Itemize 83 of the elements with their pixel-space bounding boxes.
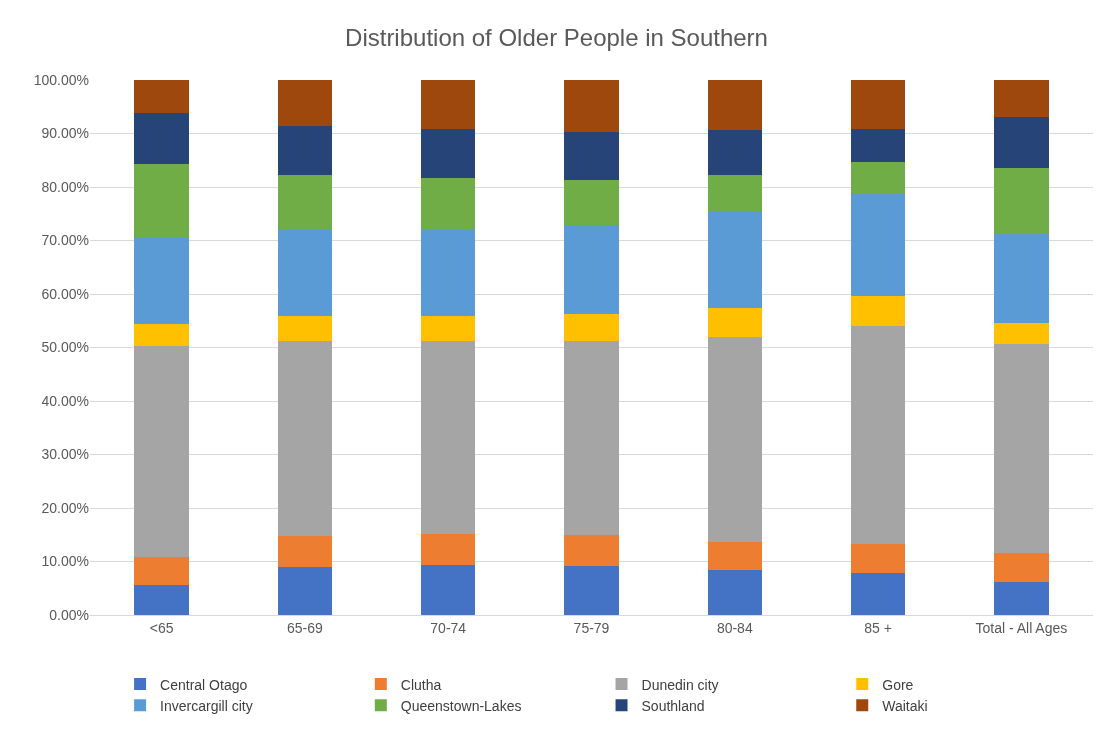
bar: [420, 316, 476, 341]
bar: [564, 132, 619, 181]
y-tick-label: 40.00%: [41, 392, 89, 409]
bar: [994, 344, 1049, 554]
bar: [134, 164, 189, 237]
y-tick-label: 50.00%: [41, 339, 89, 356]
bar: [707, 210, 763, 308]
x-tick-label: 75-79: [573, 619, 610, 636]
y-tick-label: 80.00%: [41, 178, 89, 195]
bar: [277, 174, 333, 230]
bar: [564, 80, 619, 133]
bar: [277, 316, 333, 341]
bar: [707, 80, 763, 131]
bar: [277, 126, 333, 175]
bar: [420, 128, 476, 178]
bar: [564, 224, 619, 315]
bar: [707, 307, 763, 337]
bar: [850, 544, 906, 573]
x-tick-label: 80-84: [716, 619, 753, 636]
bar: [420, 229, 476, 317]
bar: [134, 80, 189, 114]
legend-label: Invercargill city: [160, 697, 253, 714]
chart-title: Distribution of Older People in Southern: [345, 24, 768, 52]
x-tick-label: <65: [149, 619, 174, 636]
bar: [994, 233, 1049, 323]
legend-label: Clutha: [400, 676, 442, 693]
y-tick-label: 0.00%: [49, 606, 89, 623]
bar: [850, 80, 906, 129]
bar: [277, 340, 333, 537]
bar: [134, 323, 189, 347]
bar: [994, 116, 1049, 168]
y-tick-label: 60.00%: [41, 285, 89, 302]
bar: [707, 174, 763, 211]
bar: [277, 566, 333, 615]
bar: [994, 553, 1049, 583]
y-tick-label: 30.00%: [41, 446, 89, 463]
bar: [564, 565, 619, 615]
bar: [850, 161, 906, 194]
bar: [850, 193, 906, 296]
bar: [277, 536, 333, 567]
bar: [420, 565, 476, 615]
x-tick-label: 65-69: [287, 619, 324, 636]
bar: [994, 322, 1049, 345]
bar: [850, 572, 906, 615]
y-tick-label: 70.00%: [41, 232, 89, 249]
bar: [564, 180, 619, 225]
bar: [277, 80, 333, 127]
bar: [134, 113, 189, 164]
y-tick-label: 90.00%: [41, 125, 89, 142]
bar: [707, 541, 763, 571]
y-tick-label: 100.00%: [33, 71, 89, 88]
bar: [420, 80, 476, 129]
x-tick-label: 70-74: [430, 619, 467, 636]
bar: [707, 130, 763, 175]
bar: [994, 80, 1049, 117]
y-tick-label: 10.00%: [41, 553, 89, 570]
bar: [564, 340, 619, 536]
bar: [564, 314, 619, 341]
y-tick-label: 20.00%: [41, 499, 89, 516]
bar: [134, 236, 189, 324]
bar: [994, 167, 1049, 234]
bar: [134, 584, 189, 615]
legend-label: Gore: [882, 676, 914, 693]
legend-label: Dunedin city: [641, 676, 719, 693]
legend-label: Central Otago: [160, 676, 248, 693]
bar: [134, 346, 189, 558]
bar: [420, 340, 476, 535]
bar: [134, 557, 189, 585]
legend-label: Queenstown-Lakes: [400, 697, 522, 714]
legend-label: Southland: [641, 697, 705, 714]
bar: [420, 177, 476, 230]
x-tick-label: Total - All Ages: [975, 619, 1068, 636]
x-tick-label: 85 +: [864, 619, 892, 636]
bar: [850, 295, 906, 326]
bar: [850, 128, 906, 162]
bar: [707, 336, 763, 542]
bar: [277, 229, 333, 317]
bar: [420, 534, 476, 566]
legend-label: Waitaki: [882, 697, 928, 714]
bar: [994, 582, 1049, 615]
bar: [850, 325, 906, 545]
bar: [564, 535, 619, 566]
bar: [707, 570, 763, 615]
